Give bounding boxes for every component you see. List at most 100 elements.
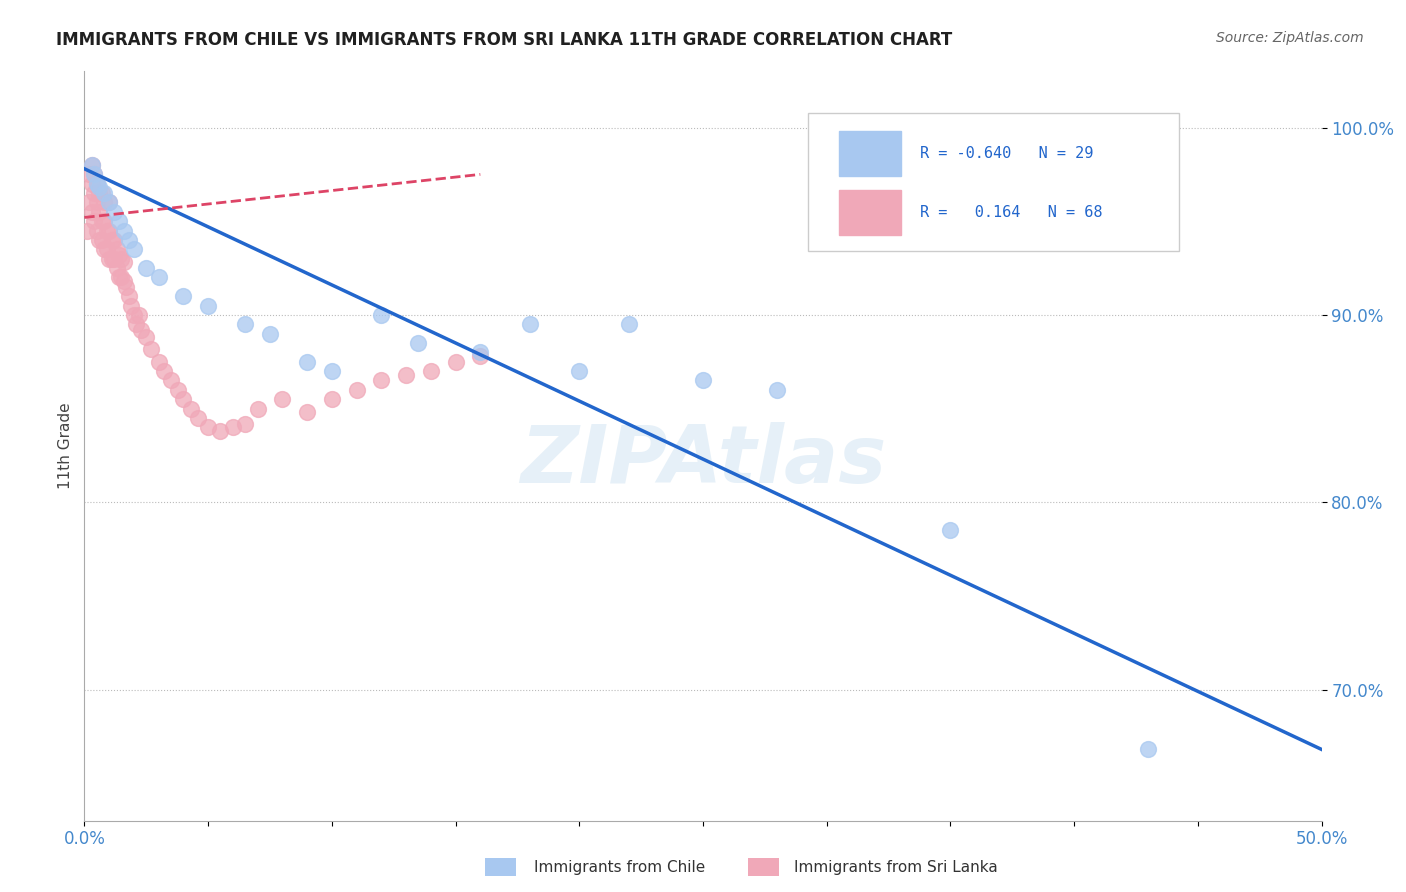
Point (222, 420, 245, 434)
Point (112, 224, 135, 238)
Point (128, 308, 150, 322)
Point (83, 168, 105, 182)
Text: Immigrants from Chile: Immigrants from Chile (534, 860, 706, 874)
FancyBboxPatch shape (839, 190, 901, 235)
FancyBboxPatch shape (808, 112, 1180, 252)
Point (98, 224, 121, 238)
Point (105, 243, 128, 257)
Text: Source: ZipAtlas.com: Source: ZipAtlas.com (1216, 31, 1364, 45)
Point (110, 270, 132, 285)
Point (79, 195, 101, 210)
Point (617, 318, 640, 332)
Point (172, 289, 194, 303)
Point (197, 420, 219, 434)
Text: IMMIGRANTS FROM CHILE VS IMMIGRANTS FROM SRI LANKA 11TH GRADE CORRELATION CHART: IMMIGRANTS FROM CHILE VS IMMIGRANTS FROM… (56, 31, 952, 49)
Point (172, 392, 194, 407)
Point (129, 323, 152, 337)
Point (93, 243, 115, 257)
Point (321, 364, 343, 378)
Point (141, 342, 163, 356)
Point (148, 270, 170, 285)
Point (125, 318, 148, 332)
Point (103, 233, 125, 247)
Point (89, 180, 111, 194)
Point (93, 214, 115, 228)
Point (118, 289, 141, 303)
Point (346, 383, 368, 397)
Point (209, 424, 232, 438)
Point (259, 326, 281, 341)
Point (89, 205, 111, 219)
Point (98, 252, 121, 266)
Point (135, 330, 157, 344)
Point (76, 224, 98, 238)
Point (100, 252, 122, 266)
Point (93, 195, 115, 210)
Point (79, 168, 101, 182)
Point (96, 224, 118, 238)
Text: R =   0.164   N = 68: R = 0.164 N = 68 (920, 205, 1102, 220)
Point (233, 417, 256, 431)
Point (89, 233, 111, 247)
Point (110, 252, 132, 266)
Point (89, 186, 111, 201)
Point (246, 401, 269, 416)
Point (692, 374, 714, 388)
Point (939, 524, 962, 538)
Point (122, 308, 145, 322)
Point (90, 214, 112, 228)
Point (96, 243, 118, 257)
Point (83, 214, 105, 228)
Point (108, 248, 131, 262)
Point (98, 195, 121, 210)
Point (83, 168, 105, 182)
Point (766, 383, 789, 397)
Point (86, 177, 108, 191)
Point (519, 318, 541, 332)
Point (1137, 742, 1160, 756)
Point (108, 270, 131, 285)
Point (470, 345, 492, 359)
Point (370, 308, 392, 322)
Point (122, 243, 145, 257)
Point (120, 299, 142, 313)
Point (152, 364, 174, 378)
Point (148, 355, 170, 369)
Point (86, 177, 108, 191)
Point (86, 224, 108, 238)
Point (98, 195, 121, 210)
Text: ZIPAtlas: ZIPAtlas (520, 422, 886, 500)
Text: Immigrants from Sri Lanka: Immigrants from Sri Lanka (794, 860, 998, 874)
Point (160, 374, 183, 388)
Point (112, 274, 135, 288)
Point (108, 214, 131, 228)
Point (370, 374, 392, 388)
Point (93, 186, 115, 201)
Point (408, 336, 430, 351)
Point (115, 280, 138, 294)
Point (90, 186, 112, 201)
Point (100, 233, 122, 247)
Point (83, 186, 105, 201)
Point (80, 205, 103, 219)
Point (568, 364, 591, 378)
Point (103, 252, 125, 266)
Point (395, 368, 418, 382)
Point (470, 349, 492, 363)
Point (86, 195, 108, 210)
Point (197, 299, 219, 313)
Point (321, 392, 343, 407)
Point (105, 261, 128, 276)
Point (233, 318, 256, 332)
Point (80, 158, 103, 172)
Y-axis label: 11th Grade: 11th Grade (58, 402, 73, 490)
Point (295, 355, 318, 369)
Point (419, 364, 441, 378)
Point (112, 255, 135, 269)
FancyBboxPatch shape (839, 131, 901, 176)
Point (80, 177, 103, 191)
Point (187, 411, 209, 425)
Point (180, 401, 202, 416)
Point (118, 233, 141, 247)
Point (103, 205, 125, 219)
